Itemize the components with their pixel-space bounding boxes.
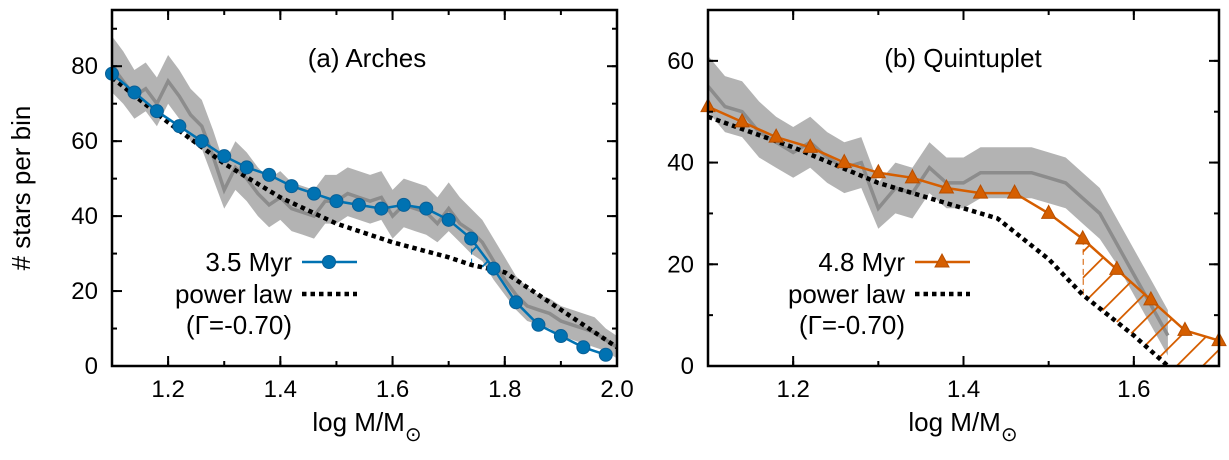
legend-label-powerlaw-quintuplet: power law	[788, 279, 905, 309]
panel-title-arches: (a) Arches	[308, 43, 427, 73]
legend-label-gamma-quintuplet: (Γ=-0.70)	[799, 310, 905, 340]
hatch-line	[1176, 238, 1219, 366]
legend-label-model-arches: 3.5 Myr	[205, 247, 292, 277]
x-tick-label: 1.2	[776, 376, 809, 403]
hatch-line	[471, 238, 606, 366]
panel-title-quintuplet: (b) Quintuplet	[884, 43, 1042, 73]
data-point	[486, 261, 501, 276]
y-tick-label: 20	[667, 251, 694, 278]
legend-marker-model-quintuplet	[934, 252, 950, 268]
data-point	[938, 178, 955, 194]
data-point	[419, 201, 434, 216]
data-point	[1108, 260, 1125, 275]
model-line	[708, 105, 1219, 342]
y-tick-label: 0	[85, 353, 98, 380]
series-markers-quintuplet	[700, 97, 1227, 347]
data-point	[262, 167, 277, 182]
data-point	[972, 184, 989, 199]
data-point	[1143, 290, 1159, 306]
legend-label-powerlaw-arches: power law	[175, 279, 292, 309]
x-ticks-quintuplet: 1.2 1.4 1.6	[707, 10, 1220, 403]
hatch-line	[1082, 238, 1219, 366]
data-point	[396, 197, 411, 212]
data-point	[802, 138, 819, 153]
data-point	[904, 168, 921, 184]
data-point	[307, 186, 321, 201]
y-ticks-quintuplet: 0 20 40 60	[667, 9, 1219, 380]
data-point	[351, 197, 366, 212]
hatch-line	[471, 238, 606, 366]
legend-marker-model-arches	[322, 255, 336, 269]
data-point	[441, 212, 456, 227]
y-tick-label: 40	[71, 203, 98, 230]
data-point	[531, 317, 546, 332]
legend-label-model-quintuplet: 4.8 Myr	[818, 247, 905, 277]
hatch-line	[471, 238, 606, 366]
power-law-line	[112, 75, 617, 350]
simulation-band-area	[112, 36, 617, 359]
data-point	[374, 201, 389, 216]
y-tick-label: 0	[681, 353, 694, 380]
hatch-line	[1202, 238, 1219, 366]
data-point	[217, 149, 232, 164]
panel-arches: 1.2 1.4 1.6 1.8 2.0 0 20 40 60 80 (a) Arches log…	[71, 8, 634, 446]
data-point	[464, 231, 479, 246]
data-point	[284, 179, 299, 194]
simulation-mean-line	[112, 65, 617, 349]
y-tick-label: 60	[71, 128, 98, 155]
hatch-line	[1124, 238, 1219, 366]
y-tick-label: 80	[71, 53, 98, 80]
x-tick-label: 1.8	[488, 376, 521, 403]
data-point	[149, 104, 164, 119]
data-point	[509, 295, 523, 310]
y-tick-label: 20	[71, 278, 98, 305]
simulation-band-arches	[112, 36, 617, 359]
x-tick-label: 1.2	[151, 376, 184, 403]
x-axis-label-arches: log M/M⊙	[312, 407, 421, 446]
data-point	[768, 128, 784, 143]
data-point	[194, 134, 209, 149]
data-point	[1040, 204, 1057, 219]
x-tick-label: 1.4	[264, 376, 297, 403]
plot-frame-arches	[110, 8, 619, 368]
y-ticks-arches: 0 20 40 60 80	[71, 27, 617, 380]
data-point	[239, 160, 254, 175]
data-point	[172, 119, 187, 134]
legend-quintuplet: 4.8 Myr power law (Γ=-0.70)	[788, 247, 970, 340]
series-lines-quintuplet	[708, 105, 1219, 366]
simulation-band-quintuplet	[708, 55, 1170, 356]
power-law-line	[708, 114, 1170, 366]
data-point	[553, 329, 568, 344]
data-point	[1074, 229, 1091, 245]
legend-arches: 3.5 Myr power law (Γ=-0.70)	[175, 247, 357, 340]
simulation-band-area	[708, 55, 1168, 356]
y-tick-label: 40	[667, 150, 694, 177]
data-point	[127, 85, 142, 100]
y-tick-label: 60	[667, 48, 694, 75]
data-point	[598, 347, 613, 362]
legend-label-gamma-arches: (Γ=-0.70)	[186, 310, 292, 340]
data-point	[1177, 321, 1193, 336]
x-axis-label-quintuplet: log M/M⊙	[908, 407, 1017, 446]
series-markers-arches	[105, 66, 613, 362]
data-point	[1006, 184, 1023, 199]
y-axis-label: # stars per bin	[6, 106, 36, 271]
data-point	[734, 112, 750, 128]
simulation-mean-line	[708, 85, 1170, 337]
panel-quintuplet: 1.2 1.4 1.6 0 20 40 60 (b) Quintuplet log M/M…	[667, 8, 1227, 446]
data-point	[576, 340, 591, 355]
x-tick-label: 1.4	[947, 376, 980, 403]
x-tick-label: 2.0	[600, 376, 633, 403]
data-point	[329, 194, 344, 209]
x-tick-label: 1.6	[376, 376, 409, 403]
x-tick-label: 1.6	[1117, 376, 1150, 403]
data-point	[836, 153, 853, 169]
data-point	[870, 163, 887, 179]
hatch-line	[1082, 238, 1219, 366]
